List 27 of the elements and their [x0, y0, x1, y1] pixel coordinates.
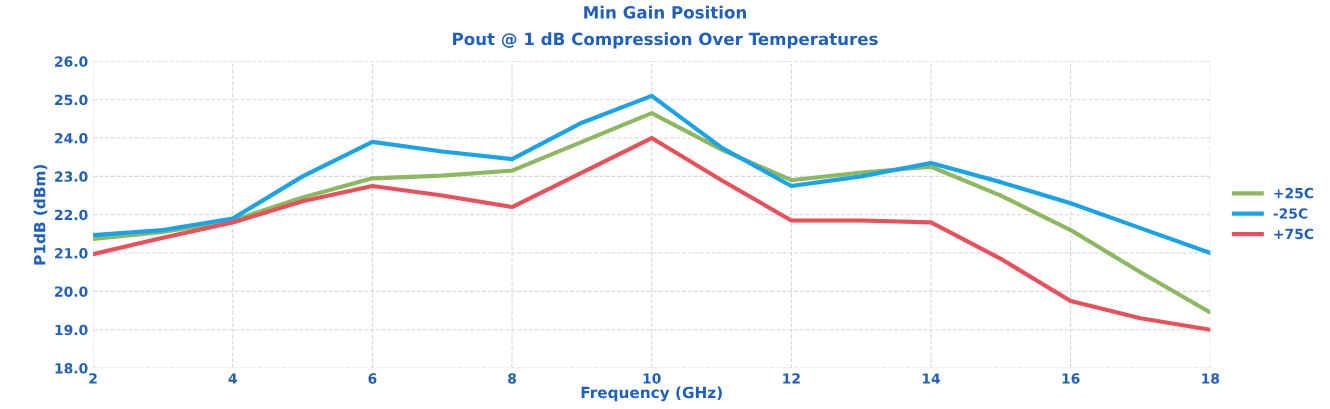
line-series: [93, 135, 1211, 332]
y-tick-label: 24.0: [55, 133, 88, 144]
y-tick-label: 21.0: [55, 248, 88, 259]
x-tick-label: 8: [508, 373, 517, 384]
x-tick-label: 4: [228, 373, 237, 384]
legend-label: +75C: [1274, 228, 1314, 240]
y-tick-label: 25.0: [55, 94, 88, 106]
x-tick-label: 10: [643, 373, 661, 384]
x-tick-label: 18: [1202, 373, 1220, 384]
chart-subtitle: Pout @ 1 dB Compression Over Temperatures: [453, 32, 878, 49]
y-tick-label: 18.0: [55, 363, 88, 374]
x-axis-title: Frequency (GHz): [581, 386, 722, 402]
x-tick-label: 14: [922, 373, 941, 384]
y-axis-title: P1dB (dBm): [33, 164, 48, 265]
x-tick-label: 2: [89, 373, 97, 384]
y-tick-label: 22.0: [55, 209, 88, 221]
x-tick-label: 16: [1062, 373, 1080, 384]
x-tick-label: 6: [368, 373, 377, 384]
y-tick-label: 20.0: [55, 286, 88, 297]
y-tick-label: 26.0: [55, 56, 88, 67]
x-tick-label: 12: [783, 373, 800, 384]
legend-label: -25C: [1273, 208, 1308, 219]
chart-title: Min Gain Position: [584, 5, 746, 19]
line-series: [93, 93, 1211, 256]
y-tick-label: 19.0: [55, 324, 88, 336]
y-tick-label: 23.0: [55, 171, 88, 182]
legend-label: +25C: [1274, 187, 1314, 199]
